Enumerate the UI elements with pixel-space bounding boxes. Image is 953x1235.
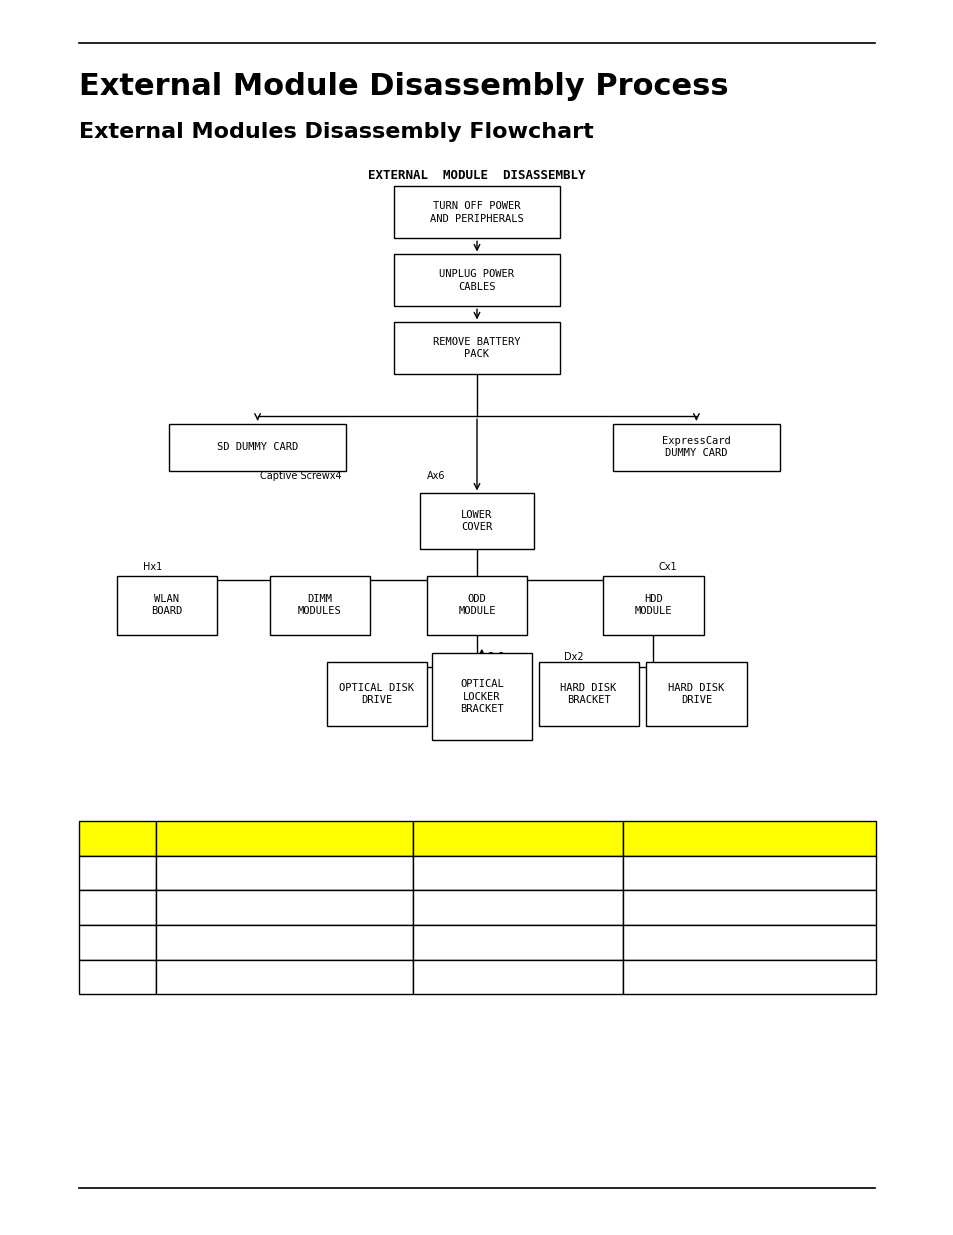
FancyBboxPatch shape [622,821,875,856]
FancyBboxPatch shape [622,890,875,925]
Text: HDD
MODULE: HDD MODULE [634,594,672,616]
FancyBboxPatch shape [646,662,745,726]
FancyBboxPatch shape [155,925,413,960]
FancyBboxPatch shape [155,856,413,890]
FancyBboxPatch shape [413,856,622,890]
FancyBboxPatch shape [537,662,638,726]
Text: UNPLUG POWER
CABLES: UNPLUG POWER CABLES [439,269,514,291]
Text: Captive Screwx4: Captive Screwx4 [259,471,341,482]
Text: ODD
MODULE: ODD MODULE [457,594,496,616]
FancyBboxPatch shape [602,576,702,635]
FancyBboxPatch shape [170,424,345,471]
Text: Dx2: Dx2 [563,652,583,662]
FancyBboxPatch shape [622,925,875,960]
Text: TURN OFF POWER
AND PERIPHERALS: TURN OFF POWER AND PERIPHERALS [430,201,523,224]
FancyBboxPatch shape [622,856,875,890]
Text: HARD DISK
DRIVE: HARD DISK DRIVE [668,683,723,705]
Text: EXTERNAL  MODULE  DISASSEMBLY: EXTERNAL MODULE DISASSEMBLY [368,169,585,182]
FancyBboxPatch shape [413,821,622,856]
FancyBboxPatch shape [155,890,413,925]
FancyBboxPatch shape [393,322,559,374]
FancyBboxPatch shape [326,662,427,726]
Text: OPTICAL DISK
DRIVE: OPTICAL DISK DRIVE [339,683,414,705]
Text: OPTICAL
LOCKER
BRACKET: OPTICAL LOCKER BRACKET [459,679,503,714]
Text: SD DUMMY CARD: SD DUMMY CARD [216,442,298,452]
FancyBboxPatch shape [431,653,531,740]
FancyBboxPatch shape [413,960,622,994]
FancyBboxPatch shape [413,890,622,925]
FancyBboxPatch shape [427,576,526,635]
FancyBboxPatch shape [393,254,559,306]
FancyBboxPatch shape [612,424,779,471]
Text: LOWER
COVER: LOWER COVER [461,510,492,532]
FancyBboxPatch shape [79,925,155,960]
FancyBboxPatch shape [79,821,155,856]
FancyBboxPatch shape [419,493,534,548]
FancyBboxPatch shape [155,960,413,994]
FancyBboxPatch shape [79,890,155,925]
Text: WLAN
BOARD: WLAN BOARD [152,594,182,616]
Text: Hx1: Hx1 [143,562,162,572]
Text: External Modules Disassembly Flowchart: External Modules Disassembly Flowchart [79,122,594,142]
Text: REMOVE BATTERY
PACK: REMOVE BATTERY PACK [433,337,520,359]
Text: DIMM
MODULES: DIMM MODULES [297,594,341,616]
FancyBboxPatch shape [393,186,559,238]
FancyBboxPatch shape [622,960,875,994]
Text: External Module Disassembly Process: External Module Disassembly Process [79,72,728,101]
FancyBboxPatch shape [413,925,622,960]
Text: HARD DISK
BRACKET: HARD DISK BRACKET [560,683,616,705]
FancyBboxPatch shape [79,856,155,890]
FancyBboxPatch shape [116,576,216,635]
FancyBboxPatch shape [155,821,413,856]
Text: Ax6: Ax6 [427,471,445,482]
FancyBboxPatch shape [79,960,155,994]
Text: Cx1: Cx1 [658,562,677,572]
Text: Cx2: Cx2 [486,652,505,662]
FancyBboxPatch shape [270,576,369,635]
Text: ExpressCard
DUMMY CARD: ExpressCard DUMMY CARD [661,436,730,458]
